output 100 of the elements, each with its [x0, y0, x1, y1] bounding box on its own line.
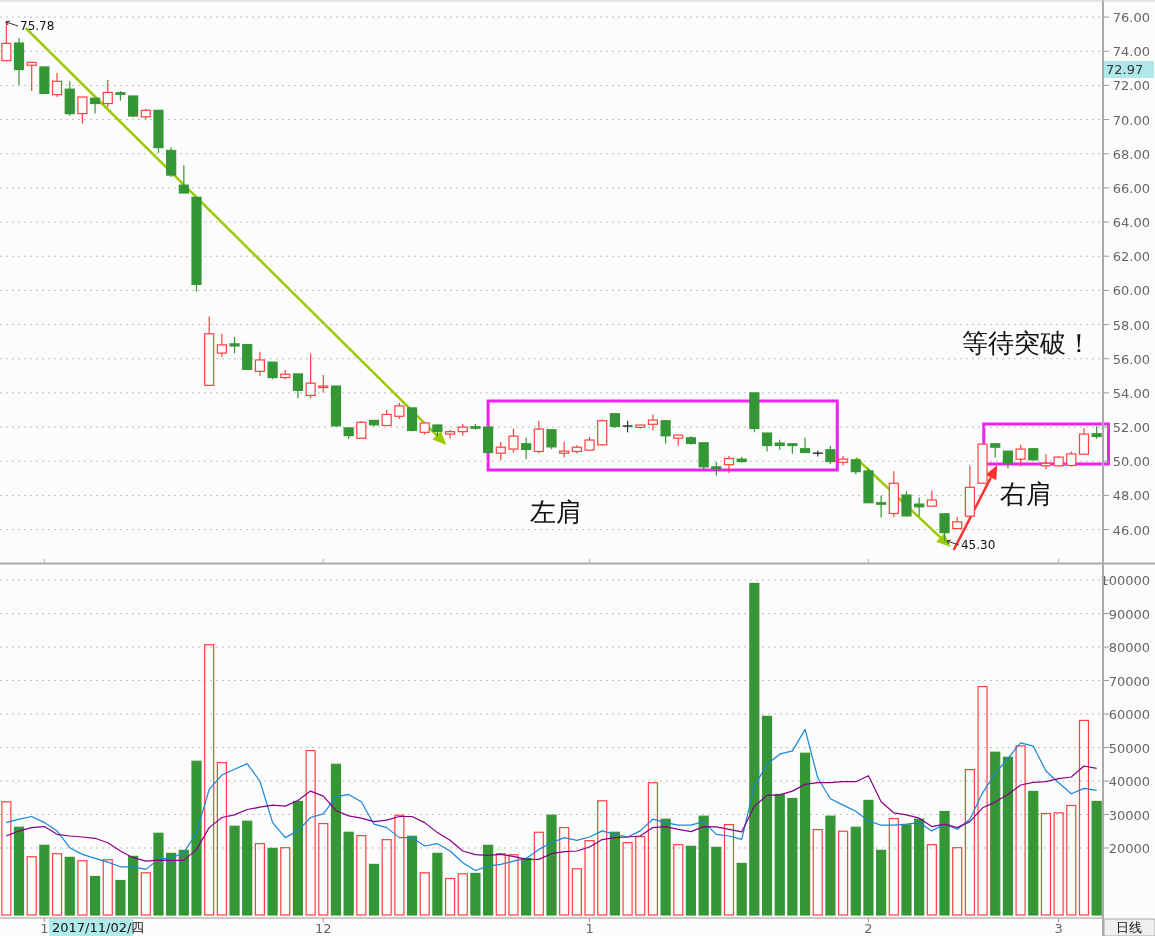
- text: 2017/11/02/四: [52, 920, 145, 935]
- candlestick: [1078, 427, 1090, 456]
- candlestick: [508, 428, 519, 454]
- bar: [89, 875, 101, 916]
- bar: [584, 840, 595, 916]
- bar: [850, 826, 861, 916]
- bar: [1078, 719, 1090, 916]
- bar: [394, 814, 405, 916]
- bar: [1028, 790, 1039, 916]
- annotation: 等待突破！: [962, 328, 1092, 358]
- y-tick-label: 62.00: [1112, 249, 1150, 265]
- x-tick-label: 12: [315, 921, 332, 936]
- candlestick: [914, 496, 925, 517]
- bar: [140, 872, 151, 916]
- y-tick-label: 50000: [1108, 740, 1150, 756]
- candlestick: [292, 373, 304, 399]
- bar: [368, 863, 380, 916]
- bar: [1, 801, 12, 916]
- bar: [64, 856, 75, 916]
- bar: [863, 799, 874, 916]
- bar: [635, 836, 646, 916]
- bar: [749, 582, 760, 916]
- bar: [318, 822, 329, 916]
- line-series: [5, 765, 1098, 862]
- y-tick-label: 48.00: [1112, 488, 1150, 504]
- candlestick: [1015, 444, 1026, 468]
- bar: [546, 814, 557, 916]
- bar: [381, 839, 392, 916]
- candlestick: [495, 441, 506, 462]
- bar: [761, 715, 773, 916]
- bar: [470, 872, 481, 916]
- annotation: 左肩: [530, 497, 582, 527]
- bar: [964, 769, 975, 916]
- y-tick-label: 46.00: [1112, 522, 1150, 538]
- bar: [838, 830, 849, 916]
- bar: [660, 818, 671, 916]
- bar: [812, 828, 823, 916]
- candlestick: [660, 420, 671, 445]
- bar: [419, 872, 430, 916]
- bar: [254, 843, 265, 916]
- candlestick: [876, 494, 887, 519]
- bar: [305, 749, 316, 916]
- annotation: 75.78: [20, 19, 55, 33]
- bar: [242, 820, 253, 916]
- bar: [647, 782, 659, 916]
- bar: [216, 762, 227, 916]
- bar: [508, 854, 519, 916]
- bar: [559, 826, 570, 916]
- x-tick-label: 1: [40, 921, 49, 936]
- bar: [799, 752, 811, 916]
- bar: [685, 845, 697, 916]
- candlestick: [216, 333, 227, 358]
- bar: [914, 818, 925, 916]
- annotation: 45.30: [960, 538, 996, 552]
- y-tick-label: 64.00: [1112, 215, 1150, 231]
- candlestick: [51, 72, 63, 98]
- bar: [1053, 812, 1064, 916]
- text: 72.97: [1106, 62, 1144, 77]
- bar: [1066, 804, 1077, 916]
- y-tick-label: 30000: [1108, 807, 1150, 823]
- x-tick-label: 2: [864, 921, 873, 936]
- bar: [1002, 756, 1014, 916]
- bar: [178, 849, 189, 916]
- bar: [1015, 745, 1026, 916]
- bar: [774, 793, 785, 916]
- bar: [597, 800, 608, 916]
- bar: [888, 817, 899, 916]
- bar: [571, 868, 582, 916]
- bar: [876, 849, 887, 916]
- bar: [204, 644, 215, 916]
- bar: [444, 877, 456, 916]
- y-tick-label: 74.00: [1112, 44, 1150, 60]
- bar: [521, 857, 532, 916]
- candlestick: [761, 432, 773, 453]
- y-tick-label: 80000: [1108, 640, 1150, 656]
- y-tick-label: 52.00: [1112, 420, 1150, 436]
- candlestick: [825, 445, 836, 465]
- bar: [483, 844, 494, 916]
- bar: [191, 760, 202, 916]
- candlestick: [102, 79, 113, 108]
- y-tick-label: 20000: [1108, 841, 1150, 857]
- candlestick: [838, 455, 849, 467]
- bar: [723, 823, 735, 916]
- y-tick-label: 40000: [1108, 774, 1150, 790]
- candlestick: [799, 437, 811, 454]
- y-tick-label: 58.00: [1112, 317, 1150, 333]
- bar: [280, 847, 291, 916]
- y-tick-label: 56.00: [1112, 351, 1150, 367]
- bar: [787, 797, 798, 916]
- y-tick-label: 90000: [1108, 606, 1150, 622]
- bar: [1040, 812, 1052, 916]
- x-tick-label: 1: [585, 921, 594, 936]
- candlestick: [305, 352, 316, 399]
- line-series: [5, 728, 1098, 872]
- bar: [229, 825, 240, 916]
- bar: [952, 847, 963, 916]
- bar: [77, 860, 88, 916]
- y-tick-label: 72.00: [1112, 78, 1150, 94]
- y-tick-label: 60000: [1108, 707, 1150, 723]
- bar: [39, 844, 50, 916]
